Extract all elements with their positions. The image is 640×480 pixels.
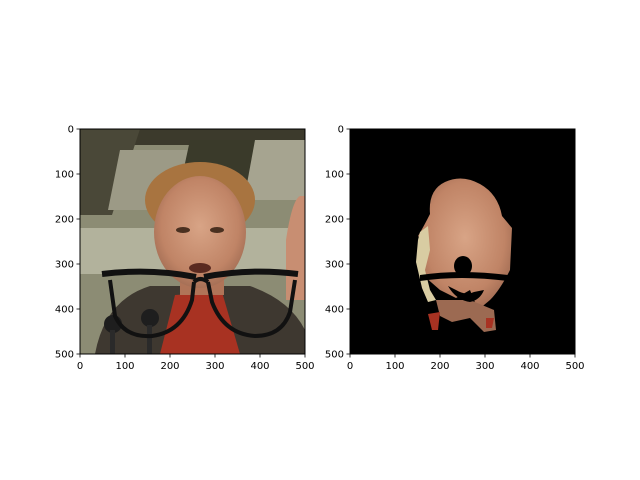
- right-x-tick-label: 300: [475, 361, 494, 372]
- right-x-tick-label: 500: [565, 361, 584, 372]
- left-y-tick-label: 0: [68, 125, 74, 136]
- right-y-axis: 0 100 200 300 400 500: [325, 125, 350, 361]
- left-x-tick-label: 0: [77, 361, 83, 372]
- right-x-axis: 0 100 200 300 400 500: [347, 354, 585, 372]
- left-x-tick-label: 200: [160, 361, 179, 372]
- left-y-tick-label: 400: [55, 305, 74, 316]
- right-x-tick-label: 200: [430, 361, 449, 372]
- left-x-tick-label: 300: [205, 361, 224, 372]
- left-x-tick-label: 400: [250, 361, 269, 372]
- right-axes-frame: [349, 128, 576, 355]
- photo-with-glasses: [80, 129, 305, 354]
- right-x-tick-label: 100: [385, 361, 404, 372]
- left-x-tick-label: 100: [115, 361, 134, 372]
- right-x-tick-label: 400: [520, 361, 539, 372]
- right-y-tick-label: 300: [325, 260, 344, 271]
- right-x-tick-label: 0: [347, 361, 353, 372]
- left-x-tick-label: 500: [295, 361, 314, 372]
- right-y-tick-label: 100: [325, 170, 344, 181]
- left-image-panel: 0 100 200 300 400 500 0 100 200 300 400 500: [55, 125, 315, 373]
- glasses-overlay: [101, 268, 299, 339]
- right-y-tick-label: 500: [325, 350, 344, 361]
- left-y-tick-label: 500: [55, 350, 74, 361]
- left-y-tick-label: 200: [55, 215, 74, 226]
- left-y-axis: 0 100 200 300 400 500: [55, 125, 80, 361]
- left-y-tick-label: 300: [55, 260, 74, 271]
- right-y-tick-label: 200: [325, 215, 344, 226]
- segmentation-mask: [350, 129, 575, 354]
- left-y-tick-label: 100: [55, 170, 74, 181]
- right-y-tick-label: 0: [338, 125, 344, 136]
- right-y-tick-label: 400: [325, 305, 344, 316]
- left-axes-frame: [79, 128, 306, 355]
- left-x-axis: 0 100 200 300 400 500: [77, 354, 315, 372]
- right-image-panel: 0 100 200 300 400 500 0 100 200 300 400 500: [325, 125, 585, 373]
